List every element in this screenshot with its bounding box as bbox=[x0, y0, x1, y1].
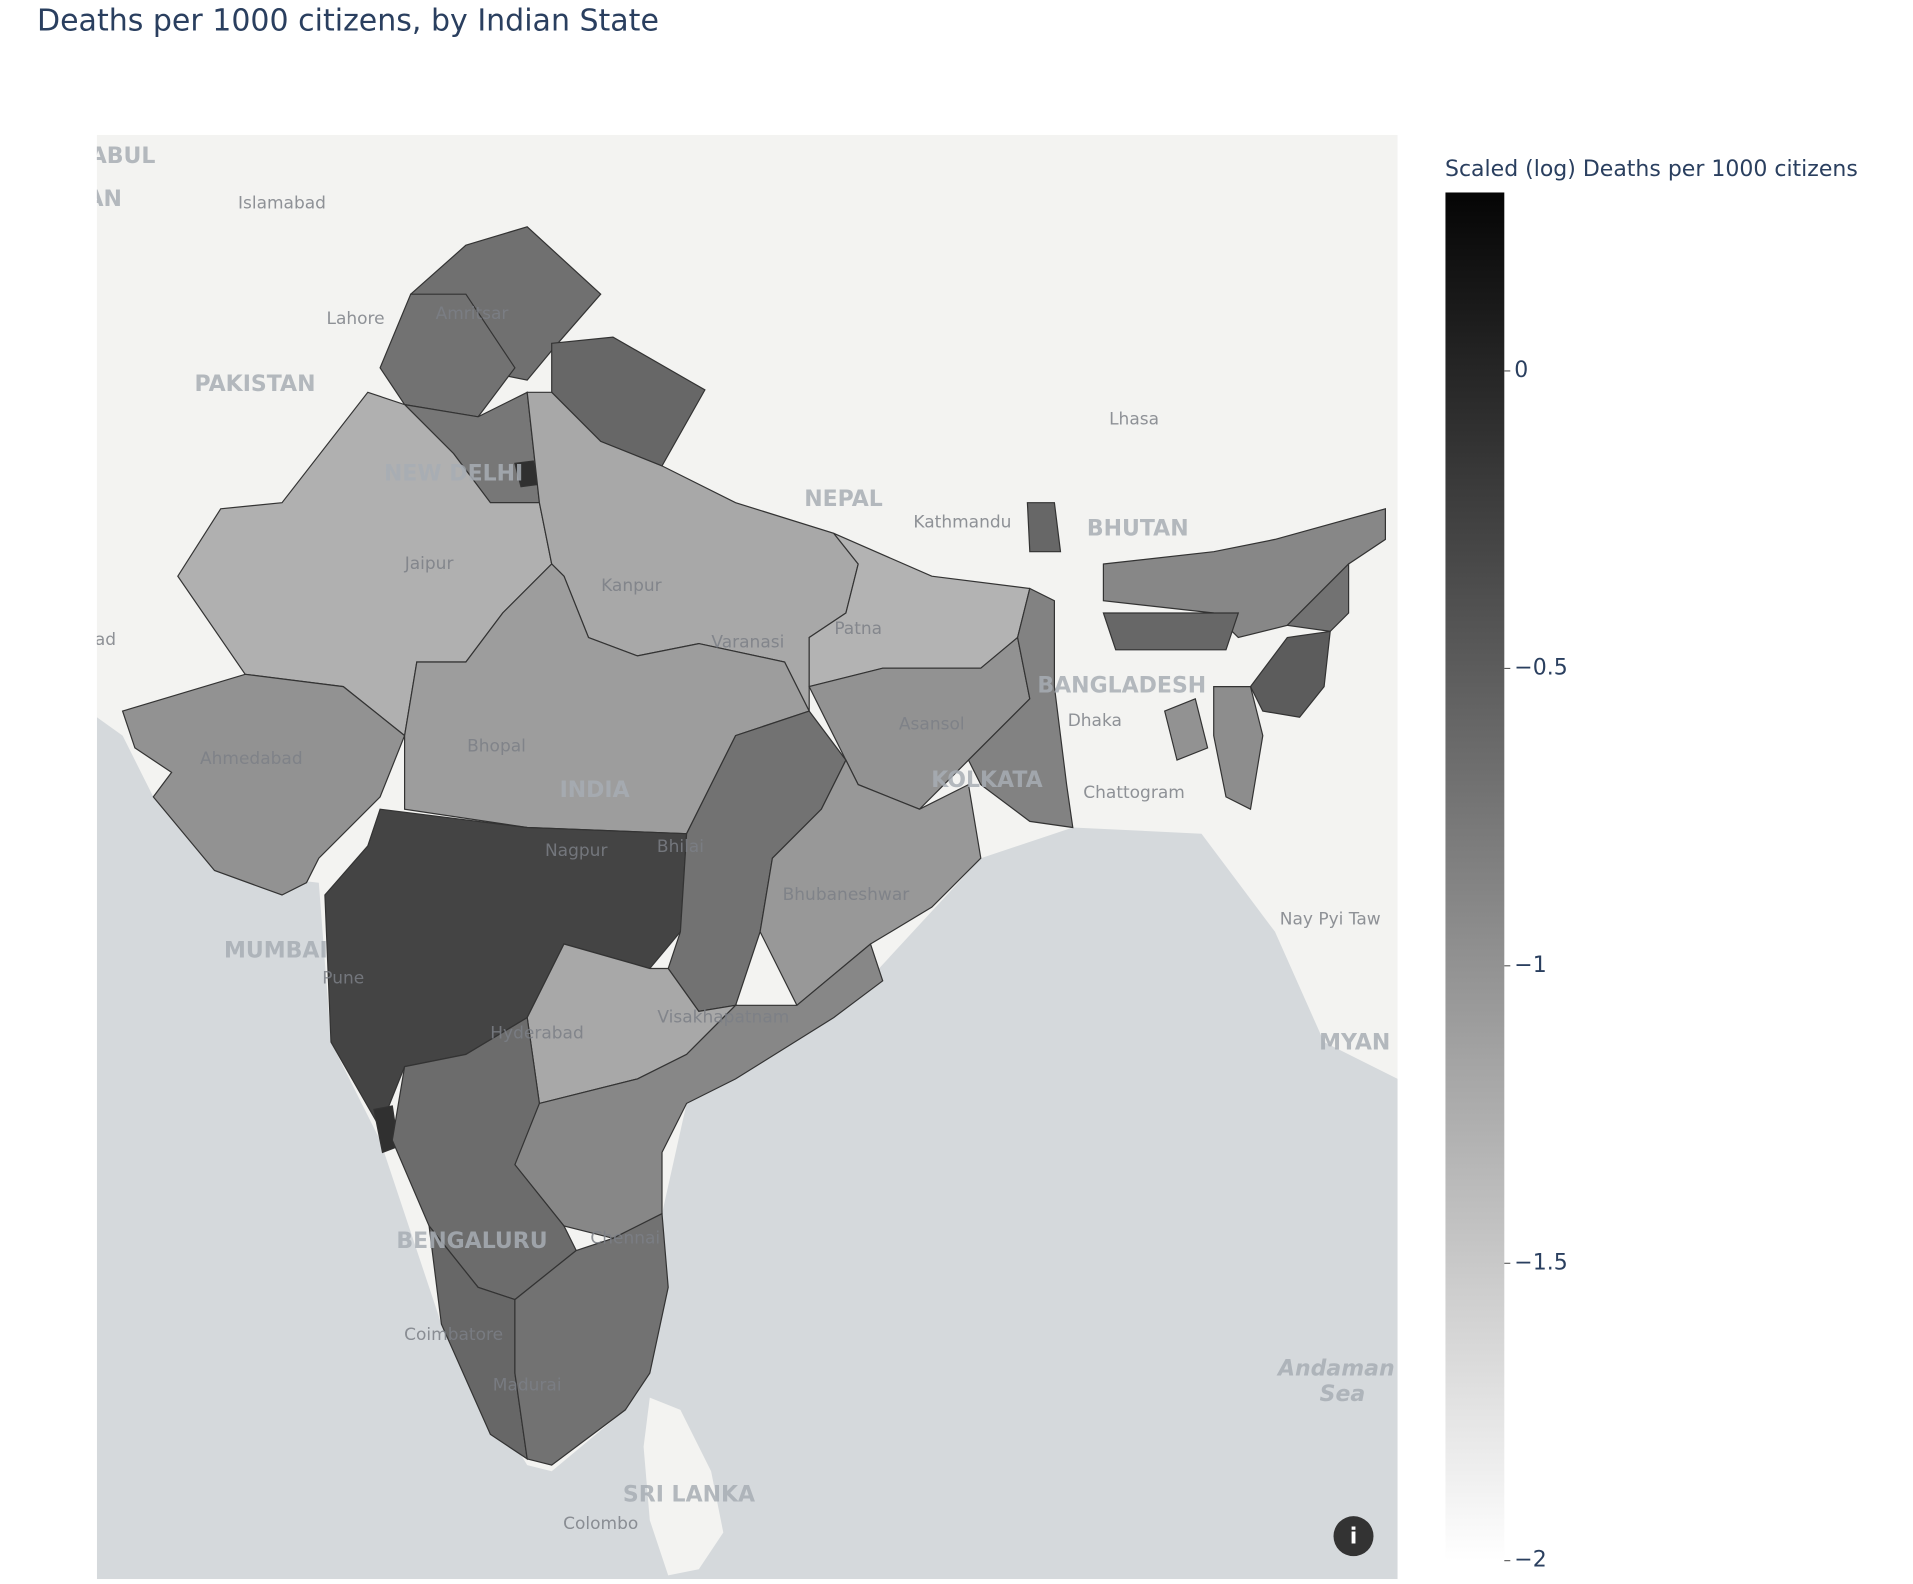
map-label: Asansol bbox=[899, 715, 965, 735]
map-label: Kathmandu bbox=[913, 512, 1011, 532]
colorbar-title: Scaled (log) Deaths per 1000 citizens bbox=[1445, 157, 1858, 182]
map-label: SRI LANKA bbox=[623, 1483, 755, 1508]
map: ABUL AN Islamabad Lahore Amritsar PAKISTAN NEW… bbox=[86, 134, 1398, 1580]
colorbar-tick-label: −0.5 bbox=[1514, 655, 1567, 680]
state-region bbox=[121, 673, 406, 896]
map-label: Madurai bbox=[493, 1375, 562, 1395]
state-region bbox=[1249, 630, 1331, 718]
map-label: Jaipur bbox=[404, 554, 454, 574]
map-label: MUMBAI bbox=[224, 938, 328, 963]
map-label: Pune bbox=[322, 968, 364, 988]
map-label: KOLKATA bbox=[931, 768, 1042, 793]
map-label: Bhubaneshwar bbox=[783, 885, 910, 905]
map-label: NEW DELHI bbox=[384, 461, 523, 486]
map-label: ad bbox=[95, 630, 116, 650]
map-label: Colombo bbox=[563, 1514, 638, 1534]
colorbar-tick-label: 0 bbox=[1514, 358, 1528, 383]
map-label: MYAN bbox=[1319, 1030, 1390, 1055]
sea bbox=[96, 717, 1398, 1580]
state-region bbox=[514, 1212, 669, 1466]
map-label: Visakhapatnam bbox=[657, 1008, 789, 1028]
map-label: Varanasi bbox=[711, 632, 784, 652]
state-region bbox=[1213, 685, 1264, 811]
map-label: Lahore bbox=[326, 309, 384, 329]
map-label: ABUL bbox=[90, 144, 156, 169]
map-label: Amritsar bbox=[436, 304, 509, 324]
map-label: BENGALURU bbox=[396, 1229, 547, 1254]
map-label: Andaman bbox=[1276, 1356, 1395, 1381]
map-label: Coimbatore bbox=[404, 1325, 503, 1345]
map-label: Nay Pyi Taw bbox=[1280, 910, 1381, 930]
map-label: Bhopal bbox=[467, 737, 526, 757]
map-label: Kanpur bbox=[601, 576, 662, 596]
map-label: BANGLADESH bbox=[1037, 674, 1206, 699]
map-label: Islamabad bbox=[238, 194, 326, 214]
sri-lanka bbox=[643, 1397, 724, 1576]
state-region bbox=[967, 587, 1074, 829]
map-label: PAKISTAN bbox=[195, 372, 316, 397]
colorbar-tick-label: −1 bbox=[1514, 953, 1546, 978]
map-label: NEPAL bbox=[804, 487, 883, 512]
info-icon: i bbox=[1350, 1524, 1358, 1549]
map-label: Sea bbox=[1320, 1382, 1366, 1407]
colorbar-tick-label: −1.5 bbox=[1514, 1250, 1567, 1275]
colorbar bbox=[1445, 192, 1505, 1561]
state-region bbox=[1163, 697, 1209, 761]
state-region bbox=[1102, 612, 1240, 651]
state-region bbox=[391, 1016, 577, 1301]
map-label: Bhilai bbox=[657, 837, 704, 857]
map-label: Dhaka bbox=[1068, 711, 1122, 731]
map-label: Chennai bbox=[590, 1228, 660, 1248]
info-button bbox=[1333, 1516, 1374, 1557]
colorbar-tick-label: −2 bbox=[1514, 1548, 1546, 1573]
map-label: Ahmedabad bbox=[200, 749, 303, 769]
map-label: INDIA bbox=[560, 778, 630, 803]
chart-title: Deaths per 1000 citizens, by Indian Stat… bbox=[37, 4, 659, 39]
state-region bbox=[1286, 562, 1350, 633]
map-label: AN bbox=[86, 187, 121, 212]
map-label: Nagpur bbox=[545, 841, 607, 861]
map-label: Chattogram bbox=[1083, 783, 1185, 803]
map-label: Lhasa bbox=[1109, 409, 1159, 429]
state-region bbox=[759, 758, 982, 1007]
map-label: Hyderabad bbox=[490, 1024, 584, 1044]
map-label: BHUTAN bbox=[1087, 517, 1189, 542]
map-label: Patna bbox=[834, 619, 882, 639]
state-region bbox=[1026, 502, 1062, 553]
